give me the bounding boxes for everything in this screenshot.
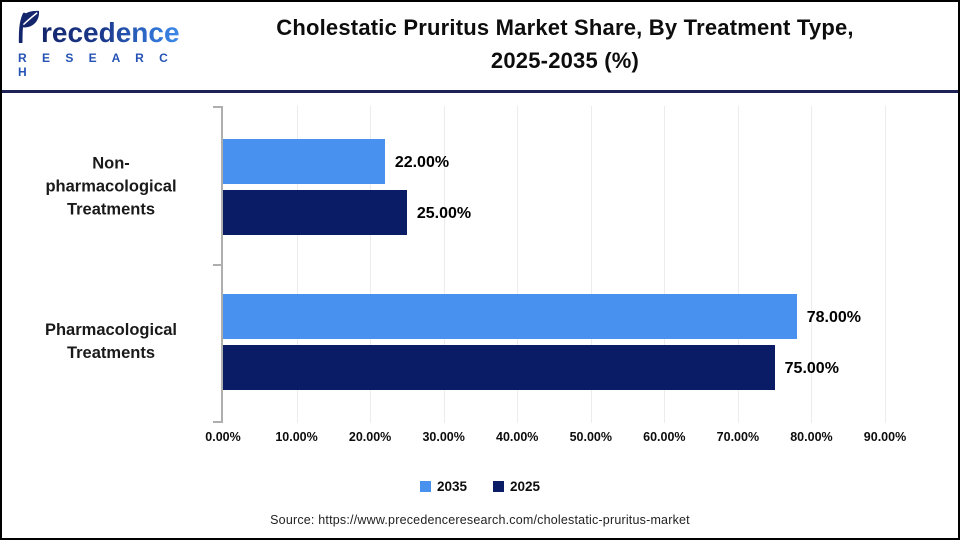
y-axis-tick: [213, 421, 221, 423]
chart-title-line-2: 2025-2035 (%): [490, 48, 640, 73]
chart-title-line-1: Cholestatic Pruritus Market Share, By Tr…: [276, 15, 854, 40]
bar-2035-1: [223, 294, 797, 339]
legend-item-2025: 2025: [493, 479, 540, 494]
gridline: [737, 106, 739, 423]
category-label: Pharmacological Treatments: [44, 321, 178, 362]
bar-2025-0: [223, 190, 407, 235]
gridline: [885, 106, 886, 423]
source-caption: Source: https://www.precedenceresearch.c…: [270, 513, 690, 527]
x-tick-label: 60.00%: [643, 430, 686, 444]
header: recedence R E S E A R C H Cholestatic Pr…: [2, 2, 958, 93]
y-axis-tick: [213, 106, 221, 108]
legend: 2035 2025: [2, 479, 958, 494]
logo-research-text: R E S E A R C H: [18, 51, 174, 79]
chart-title: Cholestatic Pruritus Market Share, By Tr…: [180, 11, 950, 77]
x-tick-label: 20.00%: [348, 430, 392, 444]
bar-chart-plot-area: 22.00% 78.00% 25.00% 75.00%: [213, 106, 886, 423]
x-tick-label: 70.00%: [716, 430, 760, 444]
legend-swatch-icon: [419, 481, 431, 492]
gridline: [370, 106, 372, 423]
precedence-research-logo: recedence R E S E A R C H: [16, 10, 186, 79]
bar-value-label: 78.00%: [806, 308, 861, 326]
x-tick-label: 10.00%: [275, 430, 318, 444]
legend-item-2035: 2035: [419, 479, 467, 494]
leaf-p-icon: [16, 10, 40, 48]
bar-2025-1: [223, 345, 775, 390]
y-axis-tick: [213, 264, 221, 266]
gridline: [811, 106, 813, 423]
x-tick-label: 30.00%: [422, 430, 465, 444]
logo-brand-text: recedence: [41, 17, 180, 48]
bar-2035-0: [223, 139, 385, 184]
gridline: [664, 106, 666, 423]
bar-value-label: 25.00%: [416, 204, 472, 222]
gridline: [590, 106, 592, 423]
gridline: [296, 106, 298, 423]
category-label: Non- pharmacological Treatments: [45, 154, 177, 219]
legend-swatch-icon: [493, 481, 504, 492]
gridline: [517, 106, 519, 423]
x-tick-label: 0.00%: [205, 430, 241, 444]
bar-value-label: 22.00%: [394, 153, 450, 171]
gridline: [443, 106, 445, 423]
legend-label: 2025: [510, 479, 541, 494]
legend-label: 2035: [436, 479, 467, 494]
x-tick-label: 40.00%: [496, 430, 539, 444]
bar-value-label: 75.00%: [784, 359, 839, 377]
y-axis-line: [221, 106, 223, 423]
x-tick-label: 80.00%: [790, 430, 833, 444]
x-tick-label: 50.00%: [569, 430, 612, 444]
logo-brand-row: recedence: [16, 10, 186, 48]
x-tick-label: 90.00%: [863, 430, 907, 444]
